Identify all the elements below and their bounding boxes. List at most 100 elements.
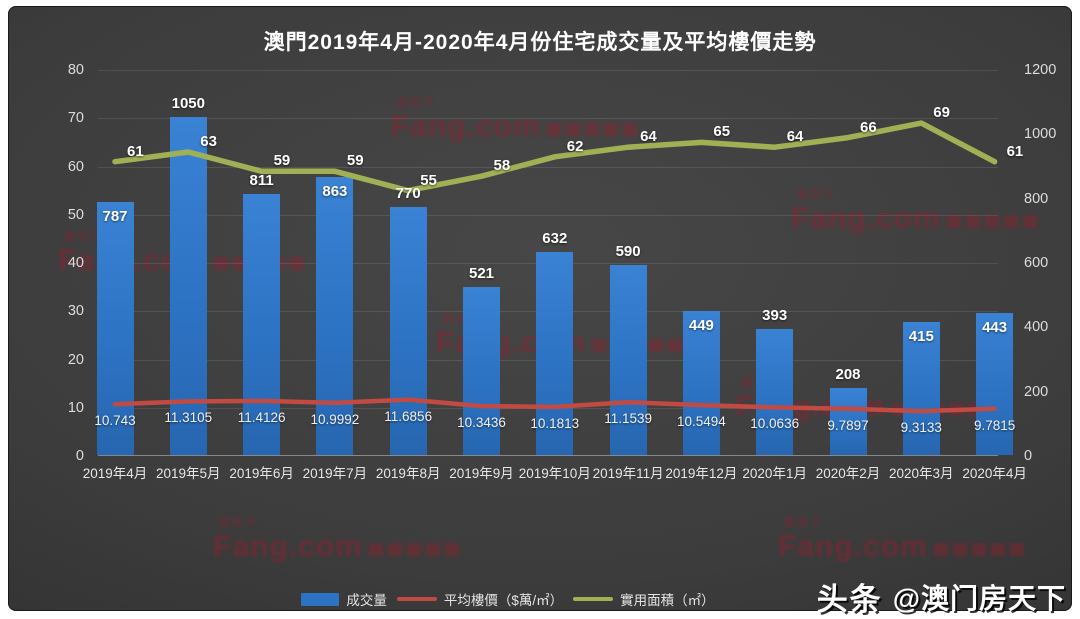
left-tick-60: 60 [67, 158, 84, 175]
right-tick-1200: 1200 [1024, 62, 1057, 78]
bar-2019年10月 [536, 251, 574, 455]
legend-item: 平均樓價（$萬/㎡） [396, 589, 564, 609]
bar-value-label: 811 [249, 172, 274, 190]
legend: 成交量 平均樓價（$萬/㎡） 實用面積（㎡） [8, 589, 1008, 609]
area-value-label: 62 [566, 137, 584, 155]
legend-label: 平均樓價（$萬/㎡） [443, 593, 564, 608]
bar-value-label: 632 [542, 229, 568, 247]
bar-value-label: 208 [835, 366, 861, 384]
line-series [112, 120, 998, 414]
watermark-small-text: 房天下 [219, 517, 258, 529]
bar-2019年12月 [682, 310, 720, 455]
watermark-tail-blob [933, 543, 1026, 556]
x-label-2019年12月: 2019年12月 [665, 466, 738, 481]
watermark-tail-blob [368, 543, 461, 556]
bar-2019年9月 [463, 287, 500, 455]
area-value-label: 61 [127, 142, 144, 160]
bar-value-label: 1050 [171, 95, 205, 113]
watermark-main-text: Fang.com [213, 530, 363, 563]
x-label-2019年7月: 2019年7月 [302, 466, 368, 481]
watermark-tail-blob [546, 123, 639, 136]
bar-value-label: 449 [688, 316, 714, 334]
bar-2019年7月 [316, 177, 354, 455]
watermark-small-text: 房天下 [797, 189, 836, 201]
bar-2020年2月 [829, 388, 867, 455]
x-label-2020年2月: 2020年2月 [815, 466, 881, 481]
area-line [112, 120, 998, 194]
legend-item: 實用面積（㎡） [573, 589, 715, 609]
watermark-small-text: 房天下 [397, 97, 436, 109]
price-value-label: 10.1813 [530, 415, 580, 431]
left-tick-70: 70 [67, 110, 84, 127]
right-tick-1000: 1000 [1024, 126, 1057, 143]
plot-area: 787 1050 811 863 770 521 632 590 449 393 208 415 443… [94, 70, 1023, 456]
legend-item: 成交量 [301, 589, 387, 609]
area-value-label: 64 [640, 128, 657, 146]
legend-label: 實用面積（㎡） [620, 593, 715, 608]
price-value-label: 9.7897 [827, 417, 869, 433]
x-label-2019年5月: 2019年5月 [156, 466, 221, 481]
gridline [98, 118, 998, 120]
x-label-2019年6月: 2019年6月 [229, 466, 294, 481]
x-label-2019年10月: 2019年10月 [518, 466, 591, 481]
bar-2019年11月 [609, 265, 647, 455]
x-label-2020年1月: 2020年1月 [742, 466, 807, 481]
right-tick-200: 200 [1024, 383, 1049, 400]
legend-label: 成交量 [346, 593, 387, 608]
price-value-label: 10.0636 [750, 416, 800, 432]
watermark-main-text: Fang.com [391, 110, 541, 143]
account-handle: @澳门房天下 [892, 582, 1066, 614]
legend-swatch-line [396, 597, 437, 601]
price-line [112, 397, 997, 414]
watermark-tail-blob [946, 215, 1039, 228]
price-value-label: 10.3436 [457, 415, 506, 431]
bar-value-label: 863 [322, 183, 348, 201]
gridline [98, 166, 998, 168]
x-label-2019年8月: 2019年8月 [375, 466, 441, 481]
left-tick-30: 30 [67, 303, 84, 320]
area-value-label: 59 [346, 152, 364, 170]
watermark-small-text: 房天下 [64, 231, 103, 243]
price-value-label: 11.1539 [604, 411, 652, 427]
area-value-label: 58 [493, 157, 511, 175]
right-tick-400: 400 [1024, 319, 1049, 336]
x-label-2019年11月: 2019年11月 [592, 466, 664, 481]
x-label-2020年3月: 2020年3月 [889, 466, 954, 481]
price-value-label: 10.743 [94, 413, 136, 429]
legend-swatch-line [573, 597, 614, 601]
bar-2020年3月 [902, 321, 940, 455]
area-value-label: 65 [713, 123, 731, 141]
area-value-label: 69 [933, 104, 950, 122]
right-tick-600: 600 [1024, 255, 1049, 271]
watermark-small-text: 房天下 [784, 517, 823, 529]
left-tick-50: 50 [67, 206, 84, 223]
gridline [98, 214, 998, 216]
chart-card: 澳門2019年4月-2020年4月份住宅成交量及平均樓價走勢 房天下 Fang.c… [8, 6, 1072, 617]
x-label-2019年9月: 2019年9月 [449, 466, 514, 481]
x-label-2019年4月: 2019年4月 [82, 466, 148, 481]
area-value-label: 66 [860, 118, 877, 136]
bar-value-label: 590 [615, 243, 641, 261]
area-value-label: 55 [420, 171, 437, 189]
price-value-label: 10.9992 [310, 411, 360, 427]
price-value-label: 10.5494 [676, 414, 726, 430]
bar-2020年4月 [976, 312, 1014, 455]
watermark-main-text: Fang.com [778, 530, 928, 563]
left-tick-0: 0 [75, 448, 84, 464]
area-value-label: 64 [786, 128, 804, 146]
left-tick-20: 20 [67, 351, 84, 368]
chart-title: 澳門2019年4月-2020年4月份住宅成交量及平均樓價走勢 [263, 31, 817, 54]
right-tick-0: 0 [1024, 448, 1033, 464]
right-tick-800: 800 [1024, 190, 1049, 207]
price-value-label: 11.3105 [164, 410, 213, 426]
bar-value-label: 393 [762, 306, 788, 324]
bar-value-label: 415 [908, 327, 934, 345]
bar-2019年4月 [96, 201, 134, 455]
bar-2020年1月 [756, 328, 794, 455]
area-value-label: 61 [1006, 142, 1024, 160]
